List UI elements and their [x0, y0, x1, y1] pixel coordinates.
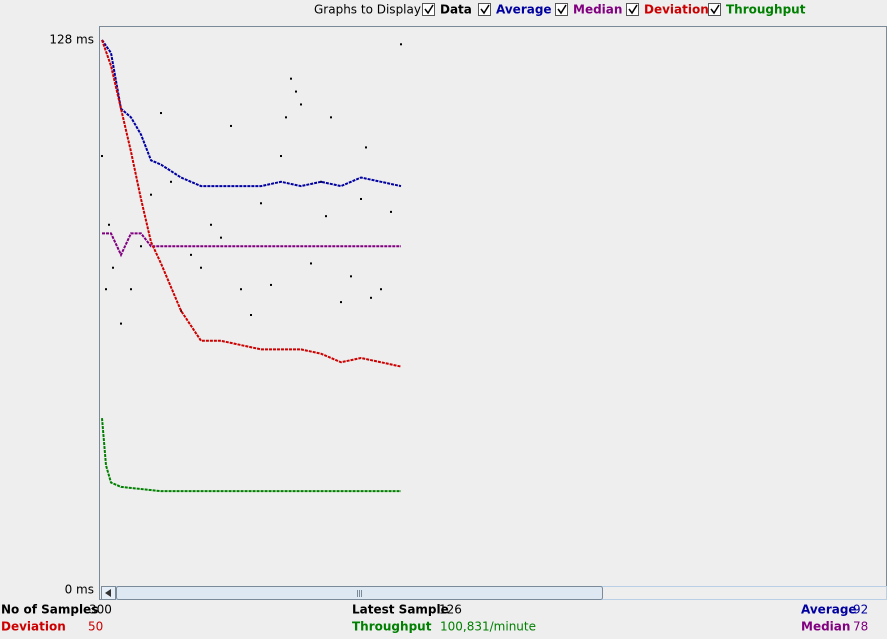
plot-frame [99, 26, 887, 600]
data-point [170, 180, 172, 183]
data-point [120, 322, 122, 325]
data-point [190, 253, 192, 256]
data-point [390, 210, 392, 213]
header-title: Graphs to Display [314, 3, 421, 17]
data-point [380, 288, 382, 291]
scrollbar[interactable] [101, 586, 887, 600]
data-point [101, 155, 103, 158]
checkmark [424, 4, 434, 15]
data-point [210, 223, 212, 226]
data-point [150, 193, 152, 196]
data-point [280, 155, 282, 158]
data-point [105, 288, 107, 291]
legend-label[interactable]: Throughput [726, 3, 806, 17]
data-point [240, 288, 242, 291]
data-point [360, 197, 362, 200]
data-point [340, 301, 342, 304]
data-point [325, 215, 327, 218]
stat-label: Median [801, 620, 850, 634]
series-trace [101, 39, 402, 188]
data-point [260, 202, 262, 205]
checkmark [480, 4, 490, 15]
legend-label[interactable]: Deviation [644, 3, 709, 17]
data-point [108, 223, 110, 226]
stat-value: 100,831/minute [440, 620, 536, 634]
scroll-arrow [105, 589, 111, 597]
stat-label: Deviation [1, 620, 66, 634]
series-trace [101, 39, 402, 368]
data-point [400, 43, 402, 46]
stat-value: 300 [89, 603, 112, 617]
stat-label: Throughput [352, 620, 432, 634]
data-point [160, 112, 162, 115]
stat-label: Latest Sample [352, 603, 449, 617]
stat-value: 78 [853, 620, 868, 634]
data-point [330, 116, 332, 119]
stat-value: 126 [439, 603, 462, 617]
data-point [365, 146, 367, 149]
data-point [112, 266, 114, 269]
y-tick-label: 0 ms [65, 583, 94, 597]
data-point [295, 90, 297, 93]
data-point [250, 314, 252, 316]
legend-label[interactable]: Data [440, 3, 472, 17]
stat-value: 50 [88, 620, 103, 634]
data-point [285, 116, 287, 119]
stat-label: No of Samples [1, 603, 98, 617]
scroll-grip [357, 590, 362, 597]
legend-label[interactable]: Average [496, 3, 552, 17]
data-point [220, 236, 222, 239]
series-trace [102, 232, 401, 258]
checkmark [710, 4, 720, 15]
stat-value: 92 [853, 603, 868, 617]
data-point [310, 262, 312, 265]
data-point [200, 266, 202, 269]
data-point [140, 245, 142, 248]
data-point [300, 103, 302, 106]
data-point [370, 296, 372, 299]
data-point [350, 275, 352, 278]
checkmark [557, 4, 567, 15]
y-tick-label: 128 ms [49, 33, 94, 47]
series-trace [101, 418, 401, 493]
legend-label[interactable]: Median [573, 3, 622, 17]
data-point [320, 180, 322, 183]
data-point [130, 288, 132, 291]
stat-label: Average [801, 603, 857, 617]
data-point [270, 283, 272, 286]
data-point [290, 77, 292, 80]
checkmark [628, 4, 638, 15]
data-point [230, 124, 232, 127]
